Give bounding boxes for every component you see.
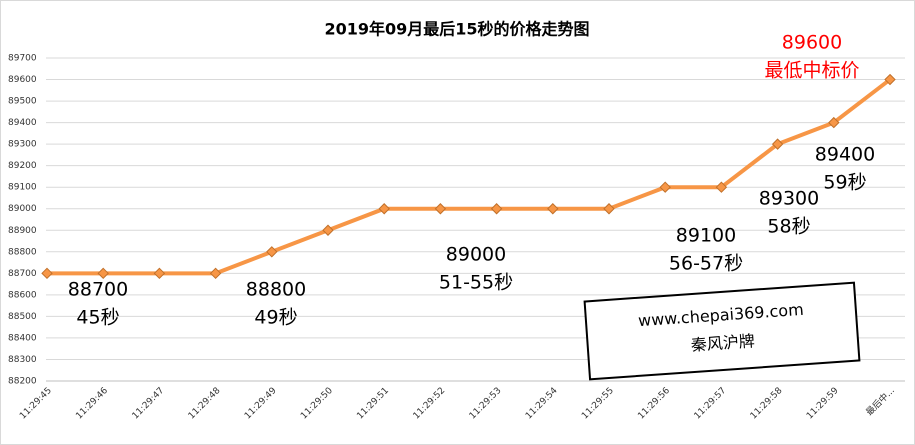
- marker: [547, 203, 559, 215]
- y-tick-label: 88600: [8, 290, 37, 300]
- annotation: 59秒: [823, 172, 866, 194]
- annotation: 88800: [246, 279, 306, 301]
- marker: [771, 138, 784, 150]
- annotation: 51-55秒: [439, 272, 513, 294]
- y-tick-label: 88300: [8, 355, 37, 365]
- y-tick-label: 89600: [8, 75, 37, 85]
- annotation: 89400: [815, 144, 875, 166]
- annotation: 56-57秒: [669, 253, 743, 275]
- marker: [266, 246, 278, 258]
- annotation: 89000: [446, 244, 506, 266]
- annotation: 89600: [782, 32, 842, 54]
- annotation: 89100: [676, 225, 736, 247]
- annotation: 45秒: [76, 307, 119, 329]
- y-tick-label: 89100: [8, 183, 37, 193]
- marker: [153, 267, 166, 280]
- annotation: 49秒: [254, 307, 297, 329]
- y-tick-label: 88700: [8, 269, 37, 279]
- annotation: 89300: [759, 188, 819, 210]
- y-tick-label: 88900: [8, 226, 37, 236]
- y-tick-label: 88400: [8, 333, 37, 343]
- y-tick-label: 89300: [8, 140, 37, 150]
- line: [47, 77, 892, 276]
- y-tick-label: 88500: [8, 312, 37, 322]
- marker: [322, 224, 334, 236]
- marker: [434, 203, 447, 215]
- annotation: 58秒: [767, 216, 810, 238]
- marker: [603, 203, 615, 215]
- marker: [715, 181, 728, 193]
- y-tick-label: 89200: [8, 161, 37, 171]
- annotation: 最低中标价: [764, 60, 859, 82]
- y-tick-label: 88200: [8, 377, 37, 387]
- y-tick-label: 89000: [8, 204, 37, 214]
- marker: [209, 267, 222, 280]
- marker: [378, 203, 390, 215]
- marker: [97, 267, 109, 280]
- watermark-text: 秦风沪牌: [690, 331, 755, 354]
- y-tick-label: 89500: [8, 97, 37, 107]
- y-tick-label: 89400: [8, 118, 37, 128]
- y-tick-label: 89700: [8, 54, 37, 64]
- marker: [884, 73, 896, 86]
- marker: [659, 181, 671, 193]
- annotation: 88700: [68, 279, 128, 301]
- watermark-box: [583, 281, 861, 381]
- marker: [490, 203, 503, 215]
- marker: [41, 267, 53, 280]
- marker: [828, 116, 840, 129]
- chart-title: 2019年09月最后15秒的价格走势图: [324, 20, 589, 39]
- y-tick-label: 88800: [8, 247, 37, 257]
